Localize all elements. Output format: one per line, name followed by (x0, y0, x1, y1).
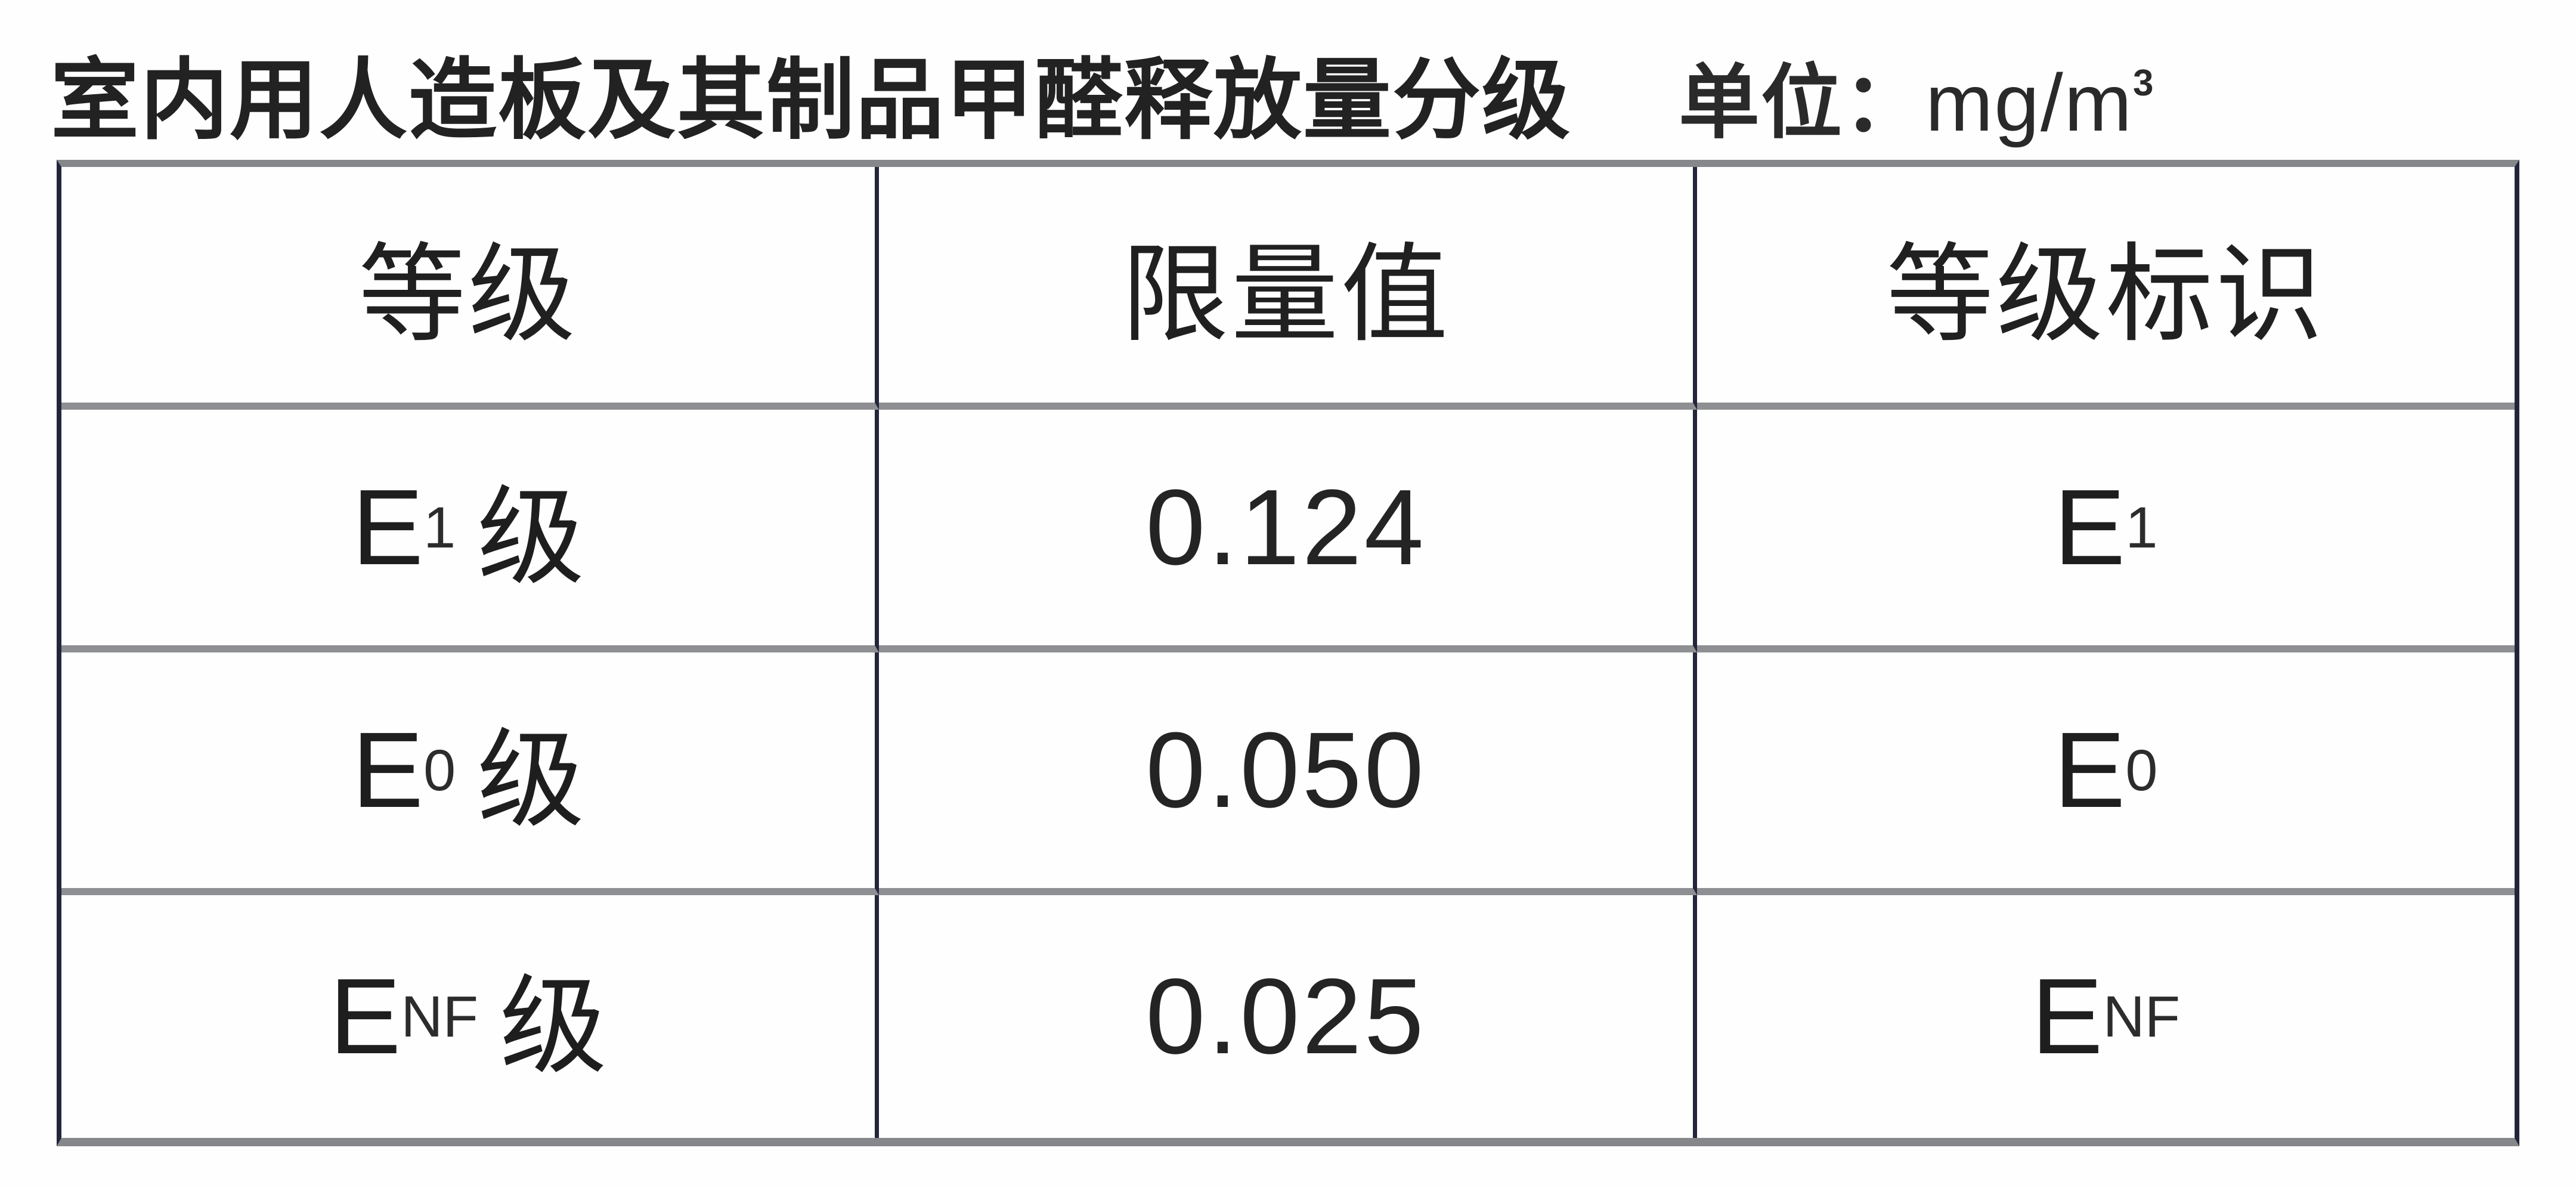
mark-letter: E (2054, 710, 2126, 830)
grade-suffix: 级 (477, 478, 585, 598)
unit-prefix: 单位： (1679, 57, 1925, 148)
cell-grade: E NF 级 (61, 895, 880, 1138)
column-header-limit: 限量值 (879, 167, 1697, 410)
grade-letter: E (352, 710, 424, 830)
unit-label: 单位：mg/m3 (1679, 37, 2154, 154)
page-title: 室内用人造板及其制品甲醛释放量分级 (51, 51, 1571, 150)
cell-mark: E NF (1697, 895, 2515, 1138)
grade-subscript: NF (401, 983, 478, 1049)
grade-suffix: 级 (499, 967, 607, 1087)
cell-limit: 0.025 (879, 895, 1697, 1138)
column-header-mark: 等级标识 (1696, 167, 2515, 410)
grade-suffix: 级 (477, 720, 585, 840)
grade-letter: E (352, 468, 424, 587)
mark-letter: E (2054, 468, 2126, 587)
unit-superscript: 3 (2133, 63, 2155, 104)
grade-subscript: 1 (423, 494, 456, 560)
mark-subscript: NF (2103, 983, 2181, 1049)
unit-base: mg/m (1925, 57, 2133, 148)
cell-limit: 0.124 (879, 410, 1697, 652)
cell-limit: 0.050 (879, 652, 1697, 895)
mark-subscript: 0 (2125, 737, 2158, 803)
grade-subscript: 0 (423, 737, 456, 803)
mark-letter: E (2031, 957, 2103, 1076)
column-header-grade: 等级 (61, 167, 880, 410)
mark-subscript: 1 (2125, 494, 2158, 560)
grade-letter: E (329, 957, 401, 1076)
document-title-row: 室内用人造板及其制品甲醛释放量分级 单位：mg/m3 (51, 37, 2154, 154)
